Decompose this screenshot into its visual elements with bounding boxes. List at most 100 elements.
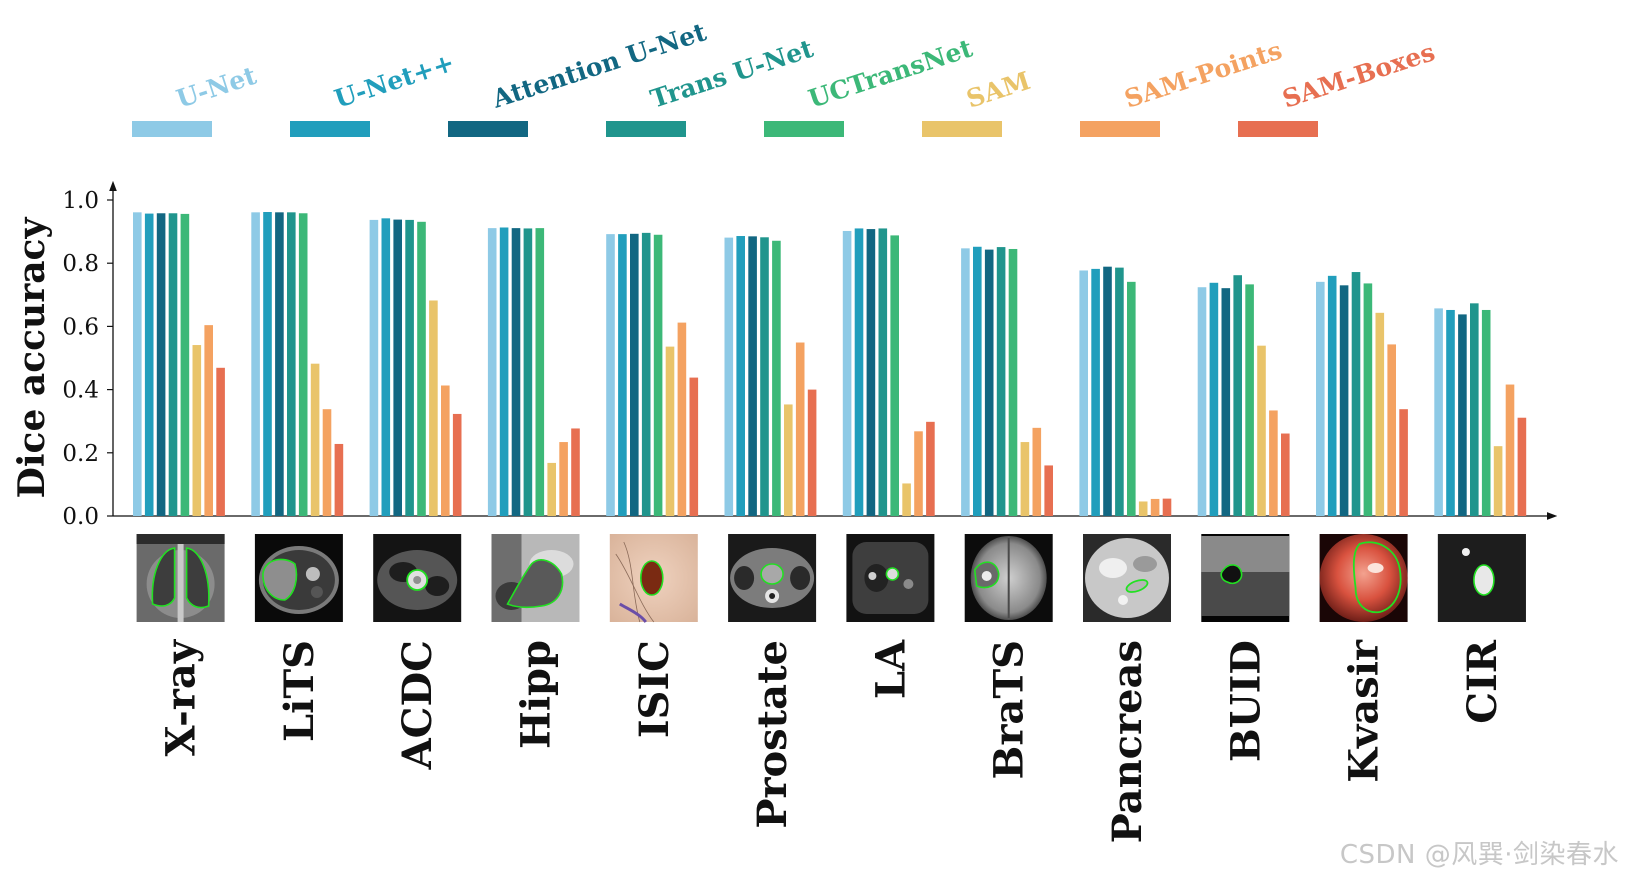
- bars: [133, 212, 1527, 517]
- bar-trans-u-net-kvasir: [1351, 272, 1361, 516]
- bar-sam-points-cir: [1505, 384, 1515, 516]
- bar-attention-u-net-x-ray: [156, 213, 166, 516]
- x-tick-label-x-ray: X-ray: [158, 638, 205, 756]
- legend-swatch: [1238, 121, 1318, 137]
- bar-sam-points-x-ray: [204, 325, 213, 516]
- legend-label: U-Net++: [331, 48, 458, 114]
- bar-trans-u-net-cir: [1470, 303, 1479, 516]
- y-tick-label: 0.6: [62, 314, 99, 340]
- bar-attention-u-net-hipp: [511, 228, 521, 516]
- la-thumbnail: [846, 534, 935, 622]
- legend-swatch: [1080, 121, 1160, 137]
- bar-sam-boxes-cir: [1517, 417, 1527, 516]
- isic-thumbnail: [609, 534, 698, 623]
- bar-sam-points-acdc: [441, 385, 450, 516]
- bar-uctransnet-brats: [1008, 248, 1018, 517]
- bar-sam-points-kvasir: [1387, 344, 1396, 516]
- lits-thumbnail: [254, 534, 343, 622]
- x-tick-label-isic: ISIC: [631, 640, 678, 738]
- legend-label: SAM-Points: [1121, 36, 1286, 114]
- bar-sam-boxes-hipp: [571, 428, 580, 516]
- bar-attention-u-net-buid: [1221, 288, 1231, 516]
- bar-sam-points-hipp: [559, 442, 568, 516]
- y-tick-label: 0.4: [62, 378, 99, 404]
- bar-uctransnet-x-ray: [180, 213, 190, 517]
- bar-sam-kvasir: [1375, 312, 1385, 516]
- bar-u-net--buid: [1209, 282, 1219, 516]
- bar-u-net-lits: [251, 212, 260, 516]
- legend-label: SAM-Boxes: [1279, 37, 1438, 113]
- xray-thumbnail: [136, 534, 225, 622]
- y-tick-label: 0.0: [62, 504, 99, 530]
- bar-sam-boxes-buid: [1281, 433, 1290, 516]
- bar-u-net-cir: [1434, 308, 1443, 516]
- bar-u-net--isic: [618, 234, 627, 517]
- bar-trans-u-net-x-ray: [168, 213, 178, 516]
- x-tick-label-la: LA: [867, 639, 914, 699]
- x-tick-label-acdc: ACDC: [394, 640, 441, 770]
- cir-thumbnail: [1437, 534, 1526, 622]
- bar-u-net--hipp: [499, 227, 509, 516]
- bar-u-net-buid: [1197, 287, 1207, 516]
- bar-u-net--acdc: [381, 218, 391, 516]
- acdc-thumbnail: [373, 534, 462, 622]
- y-tick-label: 0.2: [62, 441, 99, 467]
- bar-trans-u-net-pancreas: [1115, 267, 1124, 516]
- bar-sam-points-la: [914, 431, 923, 516]
- x-tick-label-cir: CIR: [1459, 639, 1506, 724]
- bar-sam-la: [902, 483, 911, 516]
- bar-trans-u-net-brats: [996, 247, 1006, 517]
- y-axis-label: Dice accuracy: [11, 217, 53, 499]
- bar-sam-points-pancreas: [1150, 498, 1160, 516]
- bar-sam-boxes-pancreas: [1162, 498, 1172, 516]
- bar-sam-points-buid: [1269, 410, 1278, 516]
- hipp-thumbnail: [491, 534, 580, 622]
- x-tick-label-pancreas: Pancreas: [1104, 640, 1151, 843]
- bar-sam-points-lits: [322, 409, 332, 516]
- bar-u-net--brats: [973, 246, 982, 516]
- bar-sam-lits: [310, 363, 320, 516]
- bar-u-net-isic: [606, 234, 615, 517]
- bar-sam-x-ray: [192, 345, 202, 516]
- bar-uctransnet-hipp: [535, 228, 545, 516]
- bar-u-net--prostate: [736, 236, 745, 517]
- legend-swatch: [448, 121, 528, 137]
- bar-u-net--lits: [263, 212, 272, 516]
- bar-sam-cir: [1493, 446, 1503, 516]
- buid-thumbnail: [1201, 534, 1290, 622]
- watermark: CSDN @风巽·剑染春水: [1339, 840, 1619, 870]
- bar-uctransnet-isic: [653, 234, 663, 516]
- legend-label: SAM: [963, 66, 1034, 114]
- bar-sam-boxes-isic: [689, 377, 699, 516]
- bar-u-net--la: [854, 228, 864, 516]
- bar-u-net-prostate: [724, 237, 734, 516]
- bar-attention-u-net-pancreas: [1103, 266, 1112, 516]
- bar-u-net-brats: [961, 248, 970, 516]
- bar-sam-prostate: [784, 404, 793, 516]
- bar-sam-boxes-lits: [334, 443, 344, 516]
- bar-u-net--pancreas: [1091, 268, 1100, 516]
- bar-uctransnet-buid: [1245, 284, 1254, 516]
- x-tick-label-brats: BraTS: [986, 640, 1033, 779]
- bar-attention-u-net-kvasir: [1339, 285, 1349, 516]
- legend-swatch: [922, 121, 1002, 137]
- bar-u-net-la: [842, 230, 852, 516]
- bar-trans-u-net-isic: [641, 232, 651, 516]
- x-tick-label-lits: LiTS: [276, 640, 323, 742]
- kvasir-thumbnail: [1319, 534, 1408, 622]
- bar-u-net-acdc: [369, 219, 379, 516]
- bar-sam-acdc: [429, 300, 438, 516]
- bar-uctransnet-pancreas: [1127, 281, 1136, 516]
- bar-u-net--x-ray: [144, 213, 154, 516]
- bar-u-net-kvasir: [1316, 281, 1325, 516]
- bar-sam-boxes-x-ray: [216, 367, 225, 516]
- bar-trans-u-net-la: [878, 228, 888, 516]
- bar-sam-points-prostate: [795, 342, 805, 516]
- axes: 0.0 0.2 0.4 0.6 0.8 1.0 Dice accuracy: [11, 180, 1558, 530]
- bar-uctransnet-lits: [298, 213, 308, 516]
- bar-sam-brats: [1020, 442, 1030, 516]
- bar-uctransnet-prostate: [772, 240, 781, 516]
- brats-thumbnail: [964, 534, 1053, 622]
